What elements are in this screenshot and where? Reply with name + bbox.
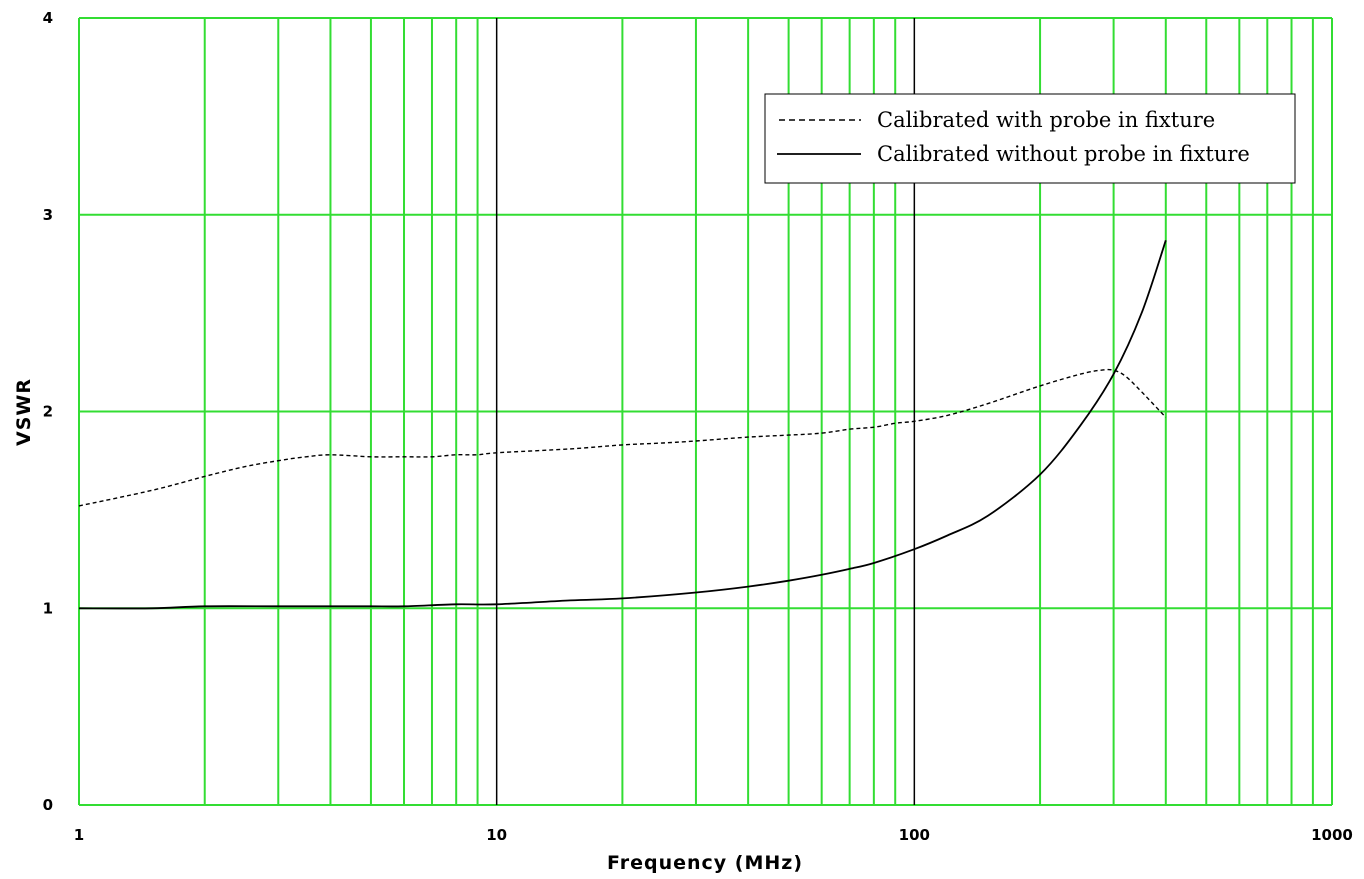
y-tick-label: 1 xyxy=(43,599,53,617)
x-tick-label: 1000 xyxy=(1311,826,1353,844)
x-tick-label: 100 xyxy=(899,826,930,844)
y-tick-label: 3 xyxy=(43,206,53,224)
y-tick-label: 0 xyxy=(43,796,53,814)
series-group xyxy=(78,240,1167,610)
y-tick-label: 4 xyxy=(43,9,53,27)
series-line-without-probe xyxy=(78,240,1167,610)
series-line-with-probe xyxy=(78,368,1167,507)
legend-box xyxy=(764,93,1296,184)
y-tick-label: 2 xyxy=(43,403,53,421)
x-tick-label: 10 xyxy=(486,826,507,844)
legend-label-without-probe: Calibrated without probe in fixture xyxy=(877,142,1250,166)
tick-labels: 1 10 100 1000 0 1 2 3 4 xyxy=(43,9,1353,844)
legend-label-with-probe: Calibrated with probe in fixture xyxy=(877,108,1215,132)
x-tick-label: 1 xyxy=(74,826,84,844)
x-axis-title: Frequency (MHz) xyxy=(607,852,803,874)
legend: Calibrated with probe in fixture Calibra… xyxy=(764,93,1296,184)
y-axis-title: VSWR xyxy=(13,378,35,446)
